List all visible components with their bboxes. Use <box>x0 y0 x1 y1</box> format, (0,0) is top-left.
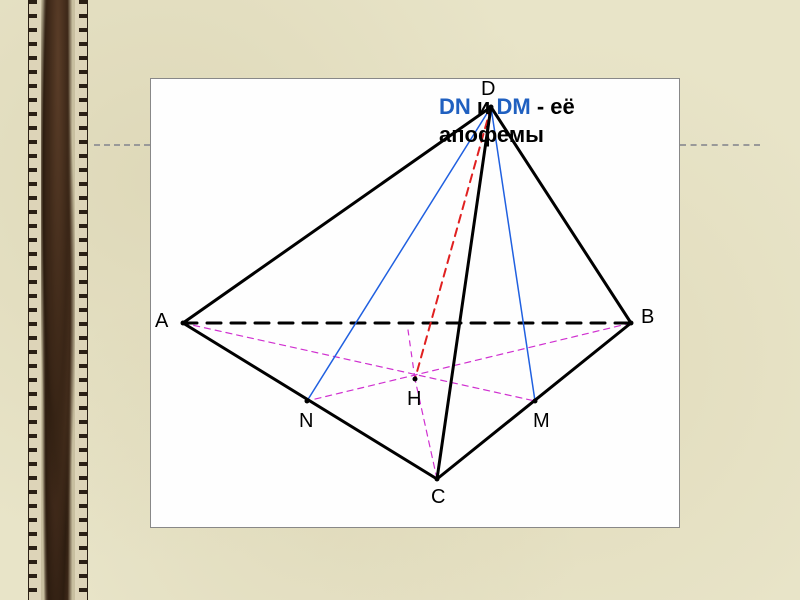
filmstrip-border <box>28 0 88 600</box>
horizontal-divider-right <box>680 144 760 146</box>
caption-text: DN и DM - её апофемы <box>439 93 671 148</box>
vertex-label-b: B <box>641 306 654 328</box>
vertex-label-h: H <box>407 388 421 410</box>
filmstrip-pattern <box>41 0 75 600</box>
horizontal-divider-left <box>94 144 150 146</box>
caption-dn: DN <box>439 94 471 119</box>
vertex-label-a: A <box>155 310 169 332</box>
caption-and: и <box>471 94 497 119</box>
vertex-label-c: C <box>431 486 445 508</box>
vertex-label-m: M <box>533 410 550 432</box>
vertex-label-n: N <box>299 410 313 432</box>
caption-dm: DM <box>497 94 531 119</box>
diagram-frame: DABCNMH DN и DM - её апофемы <box>150 78 680 528</box>
